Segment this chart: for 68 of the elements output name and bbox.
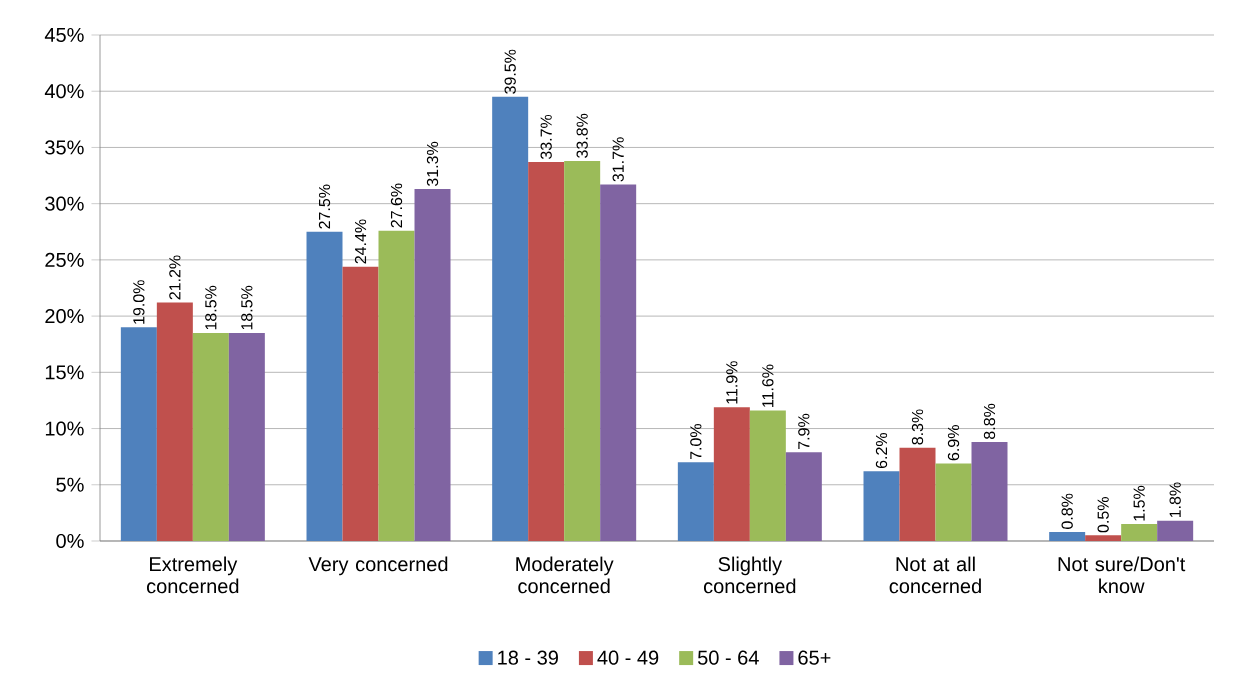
data-label: 27.6% <box>390 183 403 228</box>
data-label: 6.2% <box>875 432 888 469</box>
bar <box>120 327 157 541</box>
data-label: 18.5% <box>205 285 217 330</box>
y-tick-label: 20% <box>45 309 84 324</box>
x-tick-label: Extremely concerned <box>146 556 239 594</box>
y-tick-label: 25% <box>45 252 84 267</box>
data-label: 0.8% <box>1061 493 1073 529</box>
bar <box>378 230 415 541</box>
bar <box>863 471 900 541</box>
x-tick-label: Very concerned <box>308 556 448 576</box>
bar <box>677 462 714 541</box>
data-label: 1.5% <box>1133 485 1145 521</box>
y-tick-label: 35% <box>45 140 84 155</box>
bar <box>1121 524 1158 541</box>
legend-label: 50 - 64 <box>697 650 759 665</box>
bar <box>785 452 822 541</box>
bar <box>156 302 193 541</box>
bar <box>749 410 786 541</box>
bar <box>306 231 343 541</box>
bar <box>1157 520 1194 541</box>
data-label: 8.8% <box>983 403 996 439</box>
y-tick-label: 5% <box>56 477 84 492</box>
bar <box>528 162 565 541</box>
data-label: 11.6% <box>762 364 774 407</box>
bar <box>1049 531 1086 541</box>
data-label: 31.7% <box>612 137 624 182</box>
bar <box>600 184 637 541</box>
bar <box>342 266 379 541</box>
data-label: 0.5% <box>1097 497 1109 533</box>
bar <box>492 96 529 541</box>
bar <box>935 463 972 541</box>
data-label: 21.2% <box>169 255 181 300</box>
data-label: 19.0% <box>133 280 145 324</box>
bar <box>713 407 750 541</box>
data-label: 6.9% <box>947 425 960 461</box>
data-label: 24.4% <box>354 219 367 264</box>
data-label: 39.5% <box>504 49 516 94</box>
bar <box>564 160 601 541</box>
bar <box>228 332 265 541</box>
y-tick-label: 45% <box>44 27 84 43</box>
y-tick-label: 30% <box>45 196 84 211</box>
legend-label: 40 - 49 <box>597 650 659 665</box>
data-label: 33.7% <box>540 114 552 160</box>
legend-label: 65+ <box>798 650 831 665</box>
bar <box>1085 535 1122 541</box>
data-label: 31.3% <box>426 141 439 187</box>
x-tick-label: Slightly concerned <box>703 556 796 594</box>
legend-label: 18 - 39 <box>498 650 558 665</box>
y-tick-label: 40% <box>44 84 84 99</box>
bar <box>414 189 451 541</box>
data-label: 27.5% <box>318 184 331 229</box>
x-tick-label: Not at all concerned <box>889 556 981 594</box>
x-tick-label: Moderately concerned <box>516 556 614 594</box>
data-label: 11.9% <box>726 361 738 404</box>
y-tick-label: 15% <box>45 365 84 380</box>
data-label: 7.0% <box>690 423 702 460</box>
y-tick-label: 10% <box>45 421 84 436</box>
data-label: 18.5% <box>241 285 253 330</box>
data-label: 1.8% <box>1169 482 1181 518</box>
data-label: 33.8% <box>576 113 588 158</box>
x-tick-label: Not sure/Don't know <box>1058 556 1186 594</box>
bar <box>971 442 1008 541</box>
y-tick-label: 0% <box>56 533 84 549</box>
data-label: 8.3% <box>911 409 924 445</box>
data-label: 7.9% <box>798 413 810 449</box>
bar <box>899 447 936 541</box>
bar <box>192 332 229 541</box>
